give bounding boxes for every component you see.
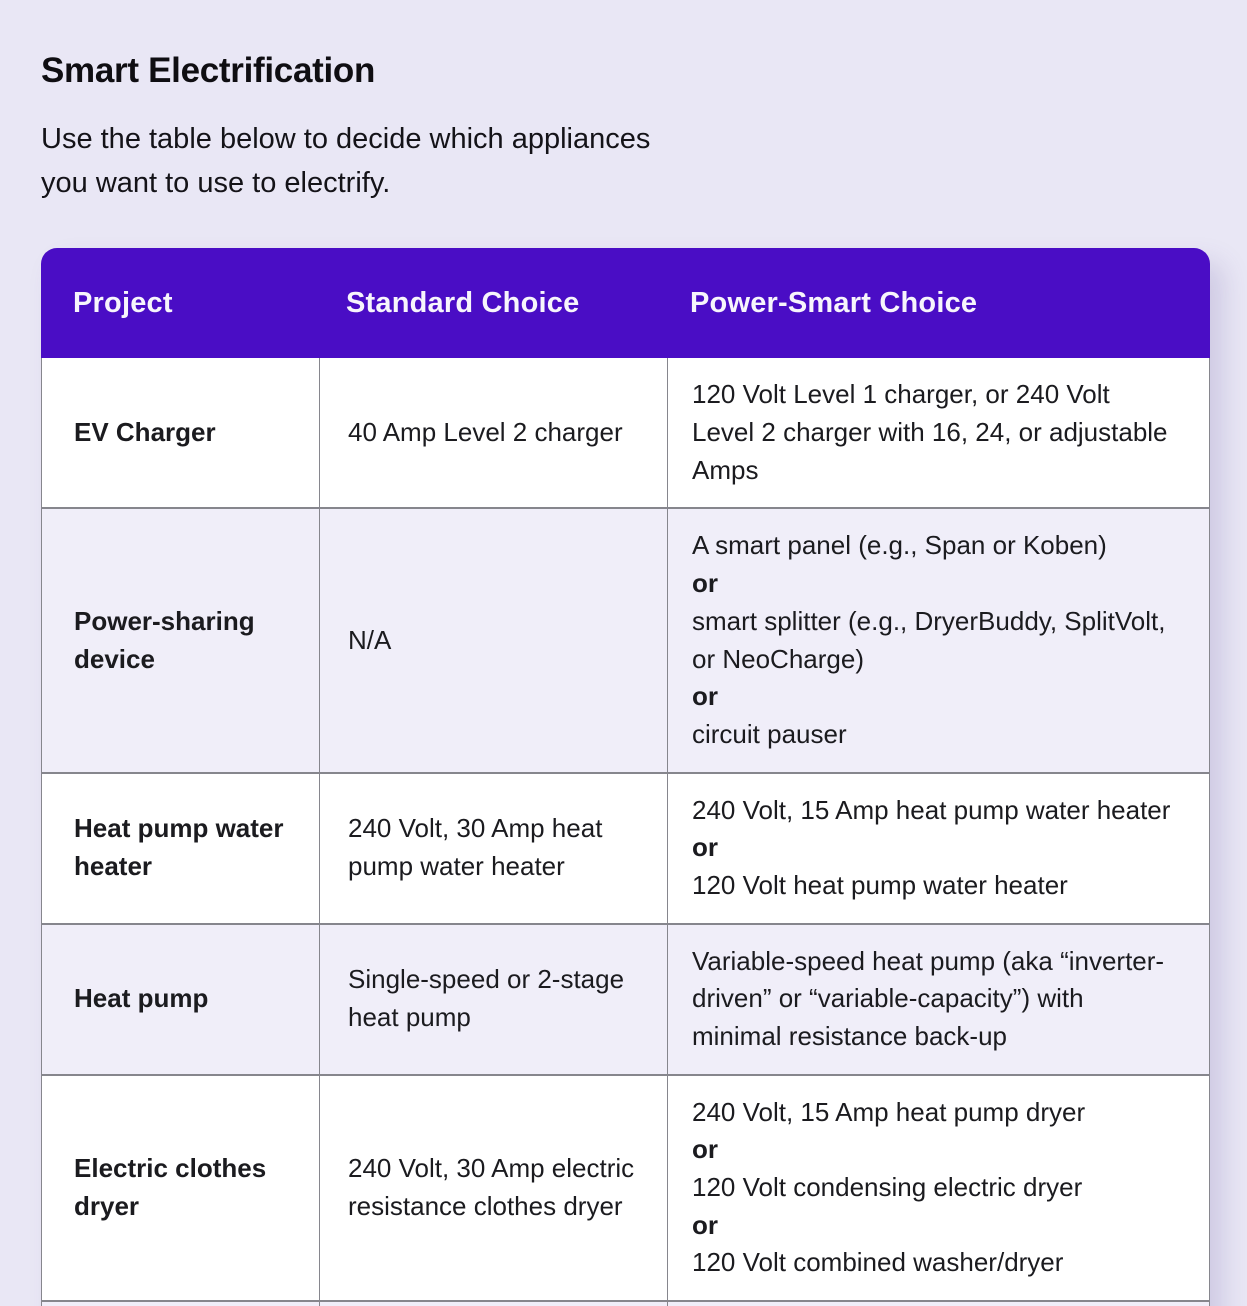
cell-standard-choice: 240 Volt, 30 Amp heat pump water heater — [319, 773, 667, 923]
cell-project: Heat pump — [74, 983, 209, 1014]
cell-power-smart-choice: 240 Volt, 40 Amp models or new 120 Volt … — [667, 1302, 1209, 1306]
table-header-row: Project Standard Choice Power-Smart Choi… — [41, 248, 1210, 359]
cell-standard-choice: 40 Amp Level 2 charger — [319, 358, 667, 508]
cell-project: EV Charger — [74, 417, 216, 448]
table-row-power-sharing-device: Power-sharing device N/A A smart panel (… — [42, 507, 1209, 772]
cell-power-smart-choice: Variable-speed heat pump (aka “inverter-… — [667, 924, 1209, 1074]
page-subtitle: Use the table below to decide which appl… — [41, 122, 651, 200]
table-row-heat-pump-water-heater: Heat pump water heater 240 Volt, 30 Amp … — [42, 771, 1209, 923]
cell-project: Electric clothes dryer — [74, 1153, 267, 1221]
table-body: EV Charger 40 Amp Level 2 charger 120 Vo… — [41, 358, 1210, 1306]
cell-standard-choice: 240 Volt, 30 Amp electric resistance clo… — [319, 1075, 667, 1301]
cell-project: Heat pump water heater — [74, 813, 284, 882]
table-row-ev-charger: EV Charger 40 Amp Level 2 charger 120 Vo… — [42, 358, 1209, 508]
cell-power-smart-choice: 240 Volt, 15 Amp heat pump water heater … — [667, 773, 1209, 923]
cell-project: Power-sharing device — [74, 605, 255, 674]
cell-standard-choice: N/A — [319, 509, 667, 772]
header-cell-project: Project — [73, 286, 173, 319]
cell-power-smart-choice: A smart panel (e.g., Span or Koben) or s… — [667, 509, 1209, 772]
header-cell-power-smart-choice: Power-Smart Choice — [690, 286, 978, 319]
header-cell-standard-choice: Standard Choice — [346, 286, 580, 319]
cell-standard-choice: 240 Volt, 50 Amp stove — [319, 1302, 667, 1306]
table-row-induction-stove: Induction stove 240 Volt, 50 Amp stove 2… — [42, 1300, 1209, 1306]
cell-power-smart-choice: 120 Volt Level 1 charger, or 240 Volt Le… — [667, 358, 1209, 508]
page-title: Smart Electrification — [41, 51, 376, 90]
table-row-heat-pump: Heat pump Single-speed or 2-stage heat p… — [42, 922, 1209, 1074]
cell-power-smart-choice: 240 Volt, 15 Amp heat pump dryer or 120 … — [667, 1075, 1209, 1301]
cell-standard-choice: Single-speed or 2-stage heat pump — [319, 924, 667, 1074]
table-row-electric-clothes-dryer: Electric clothes dryer 240 Volt, 30 Amp … — [42, 1073, 1209, 1301]
appliance-table: Project Standard Choice Power-Smart Choi… — [41, 248, 1210, 1306]
